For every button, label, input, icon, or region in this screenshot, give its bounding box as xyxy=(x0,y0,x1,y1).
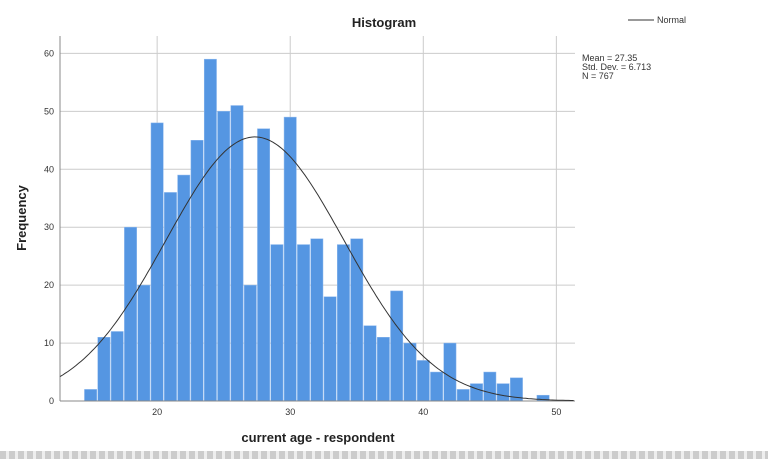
stats-text: N = 767 xyxy=(582,71,614,81)
y-tick-label: 30 xyxy=(44,222,54,232)
stats-text: Mean = 27.35 xyxy=(582,53,637,63)
y-axis-label: Frequency xyxy=(14,184,29,251)
histogram-bar xyxy=(390,290,404,402)
histogram-bar xyxy=(243,284,257,402)
histogram-bar xyxy=(443,342,457,402)
stats-text: Std. Dev. = 6.713 xyxy=(582,62,651,72)
histogram-bar xyxy=(230,105,244,402)
histogram-bar xyxy=(430,371,444,402)
histogram-bar xyxy=(310,238,324,402)
histogram-bar xyxy=(203,58,217,402)
histogram-bar xyxy=(483,371,497,402)
x-axis-label: current age - respondent xyxy=(241,430,395,445)
normal-curve xyxy=(59,136,574,401)
histogram-bar xyxy=(270,244,284,402)
histogram-bar xyxy=(84,389,98,402)
x-tick-label: 40 xyxy=(418,407,428,417)
x-tick-label: 50 xyxy=(551,407,561,417)
histogram-bar xyxy=(376,337,390,402)
histogram-bar xyxy=(323,296,337,402)
y-tick-label: 0 xyxy=(49,396,54,406)
y-tick-label: 50 xyxy=(44,106,54,116)
y-tick-label: 60 xyxy=(44,48,54,58)
histogram-bar xyxy=(496,383,510,402)
histogram-bar xyxy=(416,360,430,402)
histogram-bar xyxy=(363,325,377,402)
histogram-bar xyxy=(257,128,271,402)
histogram-bar xyxy=(110,331,124,402)
histogram-bar xyxy=(124,226,137,402)
y-tick-label: 40 xyxy=(44,164,54,174)
y-tick-label: 20 xyxy=(44,280,54,290)
histogram-bar xyxy=(297,244,310,402)
y-tick-label: 10 xyxy=(44,338,54,348)
histogram-bar xyxy=(283,116,297,402)
legend-label: Normal xyxy=(657,15,686,25)
histogram-bar xyxy=(456,389,470,402)
histogram-bar xyxy=(137,284,151,402)
histogram-bar xyxy=(150,122,164,402)
x-tick-label: 20 xyxy=(152,407,162,417)
histogram-bar xyxy=(217,111,231,402)
histogram-bar xyxy=(470,383,483,402)
window-edge xyxy=(0,451,768,459)
histogram-bar xyxy=(403,342,417,402)
histogram-bar xyxy=(337,244,350,402)
histogram-bar xyxy=(97,337,111,402)
x-tick-label: 30 xyxy=(285,407,295,417)
chart-title: Histogram xyxy=(352,15,416,30)
histogram-bar xyxy=(190,140,204,402)
